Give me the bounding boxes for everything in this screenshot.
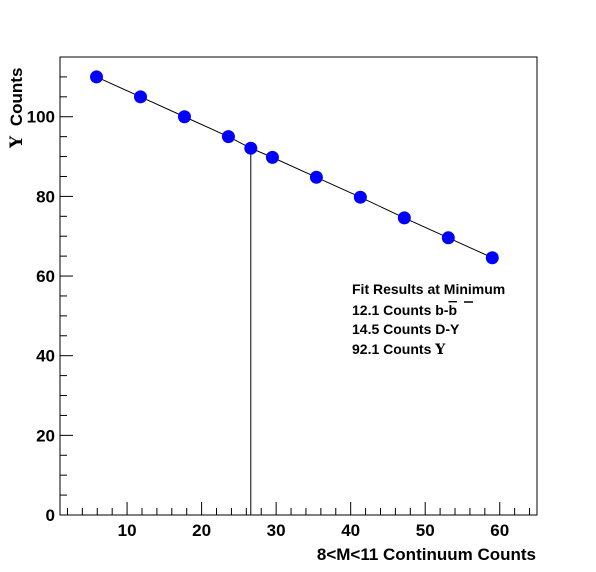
data-point [133, 90, 147, 104]
x-tick-label: 20 [192, 521, 211, 540]
data-point [441, 231, 455, 245]
y-axis-ticks: 0 20 40 60 80 100 [27, 56, 73, 525]
data-series [90, 70, 499, 515]
data-point [309, 170, 323, 184]
x-axis-title: 8<M<11 Continuum Counts [317, 545, 536, 564]
y-tick-label: 40 [36, 347, 55, 366]
data-point [221, 130, 235, 144]
annotation-line-bb: 12.1 Counts b-b [352, 302, 457, 318]
y-tick-label: 60 [36, 267, 55, 286]
y-axis-title: Υ Counts [7, 68, 27, 149]
x-axis-ticks: 10 20 30 40 50 60 [66, 502, 531, 540]
annotation-line-upsilon: 92.1 Counts Υ [352, 341, 446, 358]
data-point [90, 70, 104, 84]
x-tick-label: 50 [416, 521, 435, 540]
y-tick-label: 20 [36, 426, 55, 445]
data-point [397, 211, 411, 225]
svg-text:Υ Counts: Υ Counts [7, 68, 27, 149]
annotation-line-dy: 14.5 Counts D-Y [352, 321, 460, 337]
data-point [353, 190, 367, 204]
plot-frame [59, 56, 538, 516]
y-tick-label: 80 [36, 187, 55, 206]
y-axis-title-text: Counts [7, 68, 26, 127]
x-tick-label: 30 [267, 521, 286, 540]
annotation-title: Fit Results at Minimum [352, 281, 505, 297]
x-tick-label: 60 [490, 521, 509, 540]
annotation-line-upsilon-prefix: 92.1 Counts [352, 341, 435, 357]
data-point [177, 110, 191, 124]
fit-results-annotation: Fit Results at Minimum 12.1 Counts b-b 1… [352, 281, 505, 358]
data-point [485, 251, 499, 265]
data-point [244, 141, 258, 155]
y-axis-title-symbol: Υ [7, 135, 27, 149]
annotation-line-bb-bar: b [448, 302, 457, 318]
annotation-line-bb-prefix: 12.1 Counts b- [352, 302, 449, 318]
y-tick-label: 100 [27, 108, 55, 127]
y-tick-label: 0 [46, 506, 55, 525]
annotation-upsilon-symbol: Υ [434, 342, 446, 358]
x-tick-label: 40 [341, 521, 360, 540]
data-point [265, 150, 279, 164]
x-tick-label: 10 [118, 521, 137, 540]
